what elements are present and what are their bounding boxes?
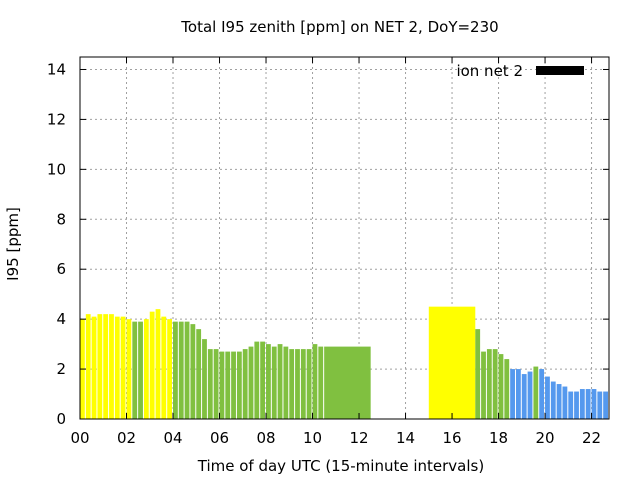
bar	[85, 314, 91, 419]
bar	[510, 369, 515, 419]
bar	[236, 351, 242, 419]
bar	[91, 316, 97, 419]
bar	[225, 351, 231, 419]
bar	[527, 371, 533, 419]
bar	[300, 349, 306, 419]
bar	[190, 324, 196, 419]
bar	[533, 366, 539, 419]
y-tick-label: 0	[56, 410, 66, 428]
bar	[184, 321, 190, 419]
x-tick-label: 20	[536, 429, 555, 447]
x-tick-label: 08	[256, 429, 275, 447]
bar	[289, 349, 295, 419]
plot-frame	[79, 56, 610, 420]
x-tick-label: 12	[349, 429, 368, 447]
bar	[178, 321, 184, 419]
bar	[202, 339, 207, 419]
bar	[114, 316, 120, 419]
bar	[312, 344, 318, 419]
legend: ion net 2	[456, 62, 584, 80]
bar	[481, 351, 486, 419]
x-tick-label: 18	[489, 429, 508, 447]
bar	[574, 391, 579, 419]
bar	[277, 344, 283, 419]
bar	[271, 346, 277, 419]
bar	[428, 306, 476, 419]
bar	[120, 316, 126, 419]
bar	[260, 341, 266, 419]
bar	[231, 351, 236, 419]
bar	[556, 384, 562, 419]
bar	[103, 314, 109, 419]
bar	[248, 346, 254, 419]
bar	[266, 344, 271, 419]
bar	[283, 346, 289, 419]
bar	[550, 381, 556, 419]
bar	[515, 369, 521, 419]
x-axis-label: Time of day UTC (15-minute intervals)	[197, 457, 484, 475]
bar	[504, 359, 510, 419]
bar	[585, 389, 591, 419]
bar	[167, 319, 173, 419]
x-tick-label: 22	[582, 429, 601, 447]
y-axis-label: I95 [ppm]	[4, 207, 22, 281]
legend-label-ion-net-2: ion net 2	[456, 62, 523, 80]
grid	[80, 57, 609, 419]
bar	[132, 321, 138, 419]
bars	[80, 306, 608, 419]
bar	[155, 309, 161, 419]
chart-title: Total I95 zenith [ppm] on NET 2, DoY=230	[180, 18, 498, 36]
bar	[579, 389, 585, 419]
x-tick-label: 04	[163, 429, 182, 447]
bar	[306, 349, 312, 419]
bar	[498, 354, 504, 419]
bar	[545, 376, 550, 419]
y-tick-label: 2	[56, 360, 66, 378]
bar	[219, 351, 225, 419]
bar	[591, 389, 597, 419]
x-tick-label: 14	[396, 429, 415, 447]
x-tick-label: 00	[70, 429, 89, 447]
bar	[196, 329, 202, 419]
x-tick-label: 10	[303, 429, 322, 447]
x-tick-label: 02	[117, 429, 136, 447]
bar	[149, 311, 155, 419]
bar	[161, 316, 167, 419]
y-tick-label: 6	[56, 260, 66, 278]
bar	[109, 314, 114, 419]
bar	[475, 329, 481, 419]
bar	[138, 321, 143, 419]
bar	[486, 349, 492, 419]
bar	[97, 314, 103, 419]
bar	[539, 369, 545, 419]
bar	[126, 319, 132, 419]
bar	[242, 349, 248, 419]
bar	[207, 349, 213, 419]
y-tick-label: 12	[47, 110, 66, 128]
bar	[568, 391, 574, 419]
bar	[603, 391, 608, 419]
bar	[562, 386, 568, 419]
bar	[324, 346, 371, 419]
bar	[143, 319, 149, 419]
bar	[295, 349, 300, 419]
y-tick-label: 8	[56, 210, 66, 228]
bar	[254, 341, 260, 419]
y-tick-label: 10	[47, 160, 66, 178]
x-tick-label: 06	[210, 429, 229, 447]
bar	[492, 349, 498, 419]
legend-swatch-ion-net-2	[536, 66, 584, 75]
y-tick-label: 14	[47, 60, 66, 78]
bar	[173, 321, 178, 419]
bar	[318, 346, 324, 419]
x-tick-label: 16	[442, 429, 461, 447]
y-tick-label: 4	[56, 310, 66, 328]
bar	[213, 349, 219, 419]
bar	[597, 391, 603, 419]
bar	[521, 374, 527, 419]
